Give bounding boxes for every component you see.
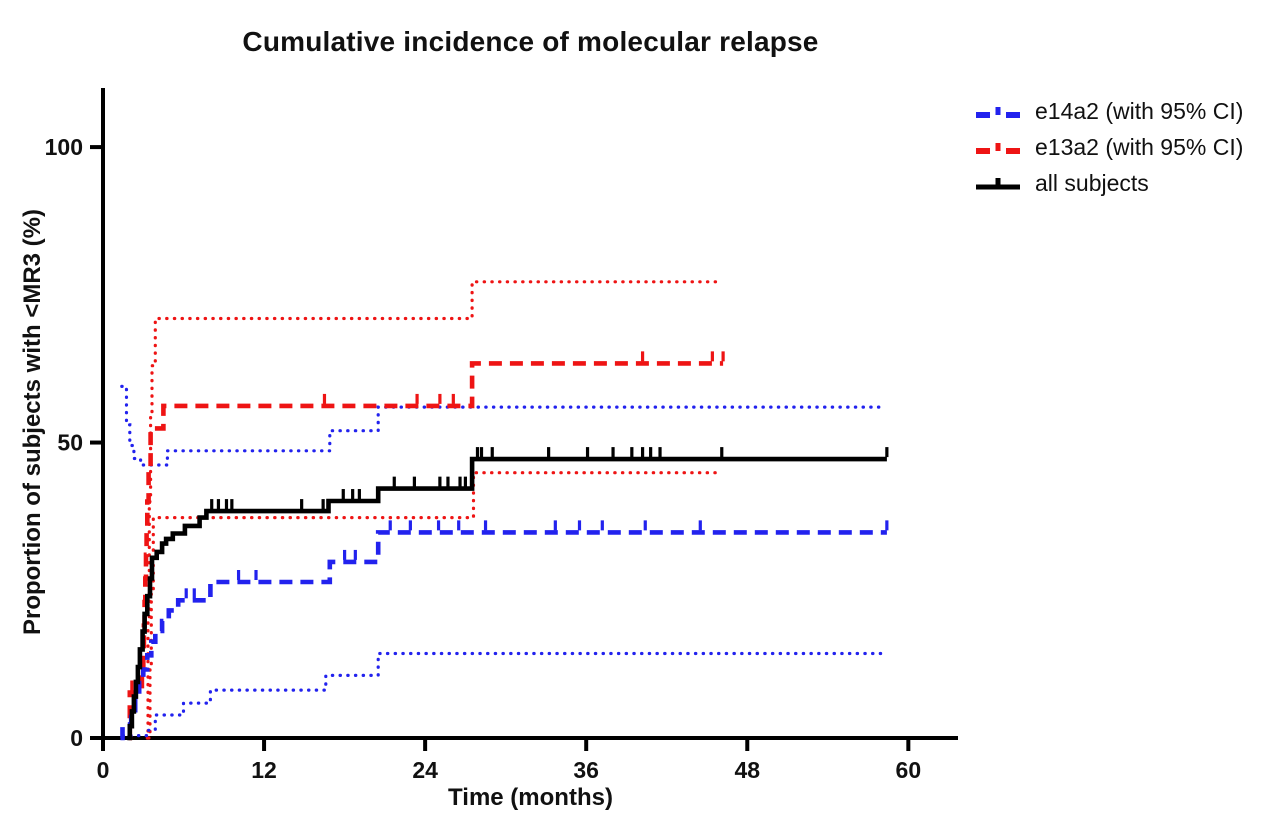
x-tick-label: 0	[97, 757, 110, 783]
chart-title: Cumulative incidence of molecular relaps…	[242, 26, 819, 57]
x-tick-label: 12	[251, 757, 277, 783]
e14a2-dashed-line-icon	[976, 106, 1020, 118]
legend-item-all-subjects: all subjects	[975, 170, 1243, 197]
legend-item-e13a2: e13a2 (with 95% CI)	[975, 134, 1243, 161]
x-tick-label: 36	[573, 757, 599, 783]
x-tick-label: 24	[412, 757, 438, 783]
curve-e14a2	[120, 530, 887, 741]
legend-item-e14a2: e14a2 (with 95% CI)	[975, 98, 1243, 125]
legend-label: e14a2 (with 95% CI)	[1035, 98, 1244, 124]
curve-e14a2-upper-95-ci	[120, 384, 888, 467]
y-tick-label: 0	[70, 725, 83, 751]
legend-label: e13a2 (with 95% CI)	[1035, 134, 1244, 160]
curve-all-subjects	[127, 456, 887, 741]
curve-e13a2-upper-95-ci	[145, 280, 722, 740]
curve-e14a2-lower-95-ci	[121, 651, 888, 738]
x-axis-title: Time (months)	[448, 784, 613, 811]
legend-label: all subjects	[1035, 170, 1149, 196]
x-tick-label: 48	[734, 757, 760, 783]
x-tick-label: 60	[896, 757, 922, 783]
y-tick-label: 50	[57, 430, 83, 456]
e13a2-dashed-line-icon	[976, 142, 1020, 154]
legend: e14a2 (with 95% CI) e13a2 (with 95% CI) …	[975, 98, 1243, 197]
y-tick-label: 100	[45, 134, 83, 160]
curve-e13a2	[127, 361, 724, 741]
all-subjects-solid-line-icon	[976, 177, 1020, 189]
